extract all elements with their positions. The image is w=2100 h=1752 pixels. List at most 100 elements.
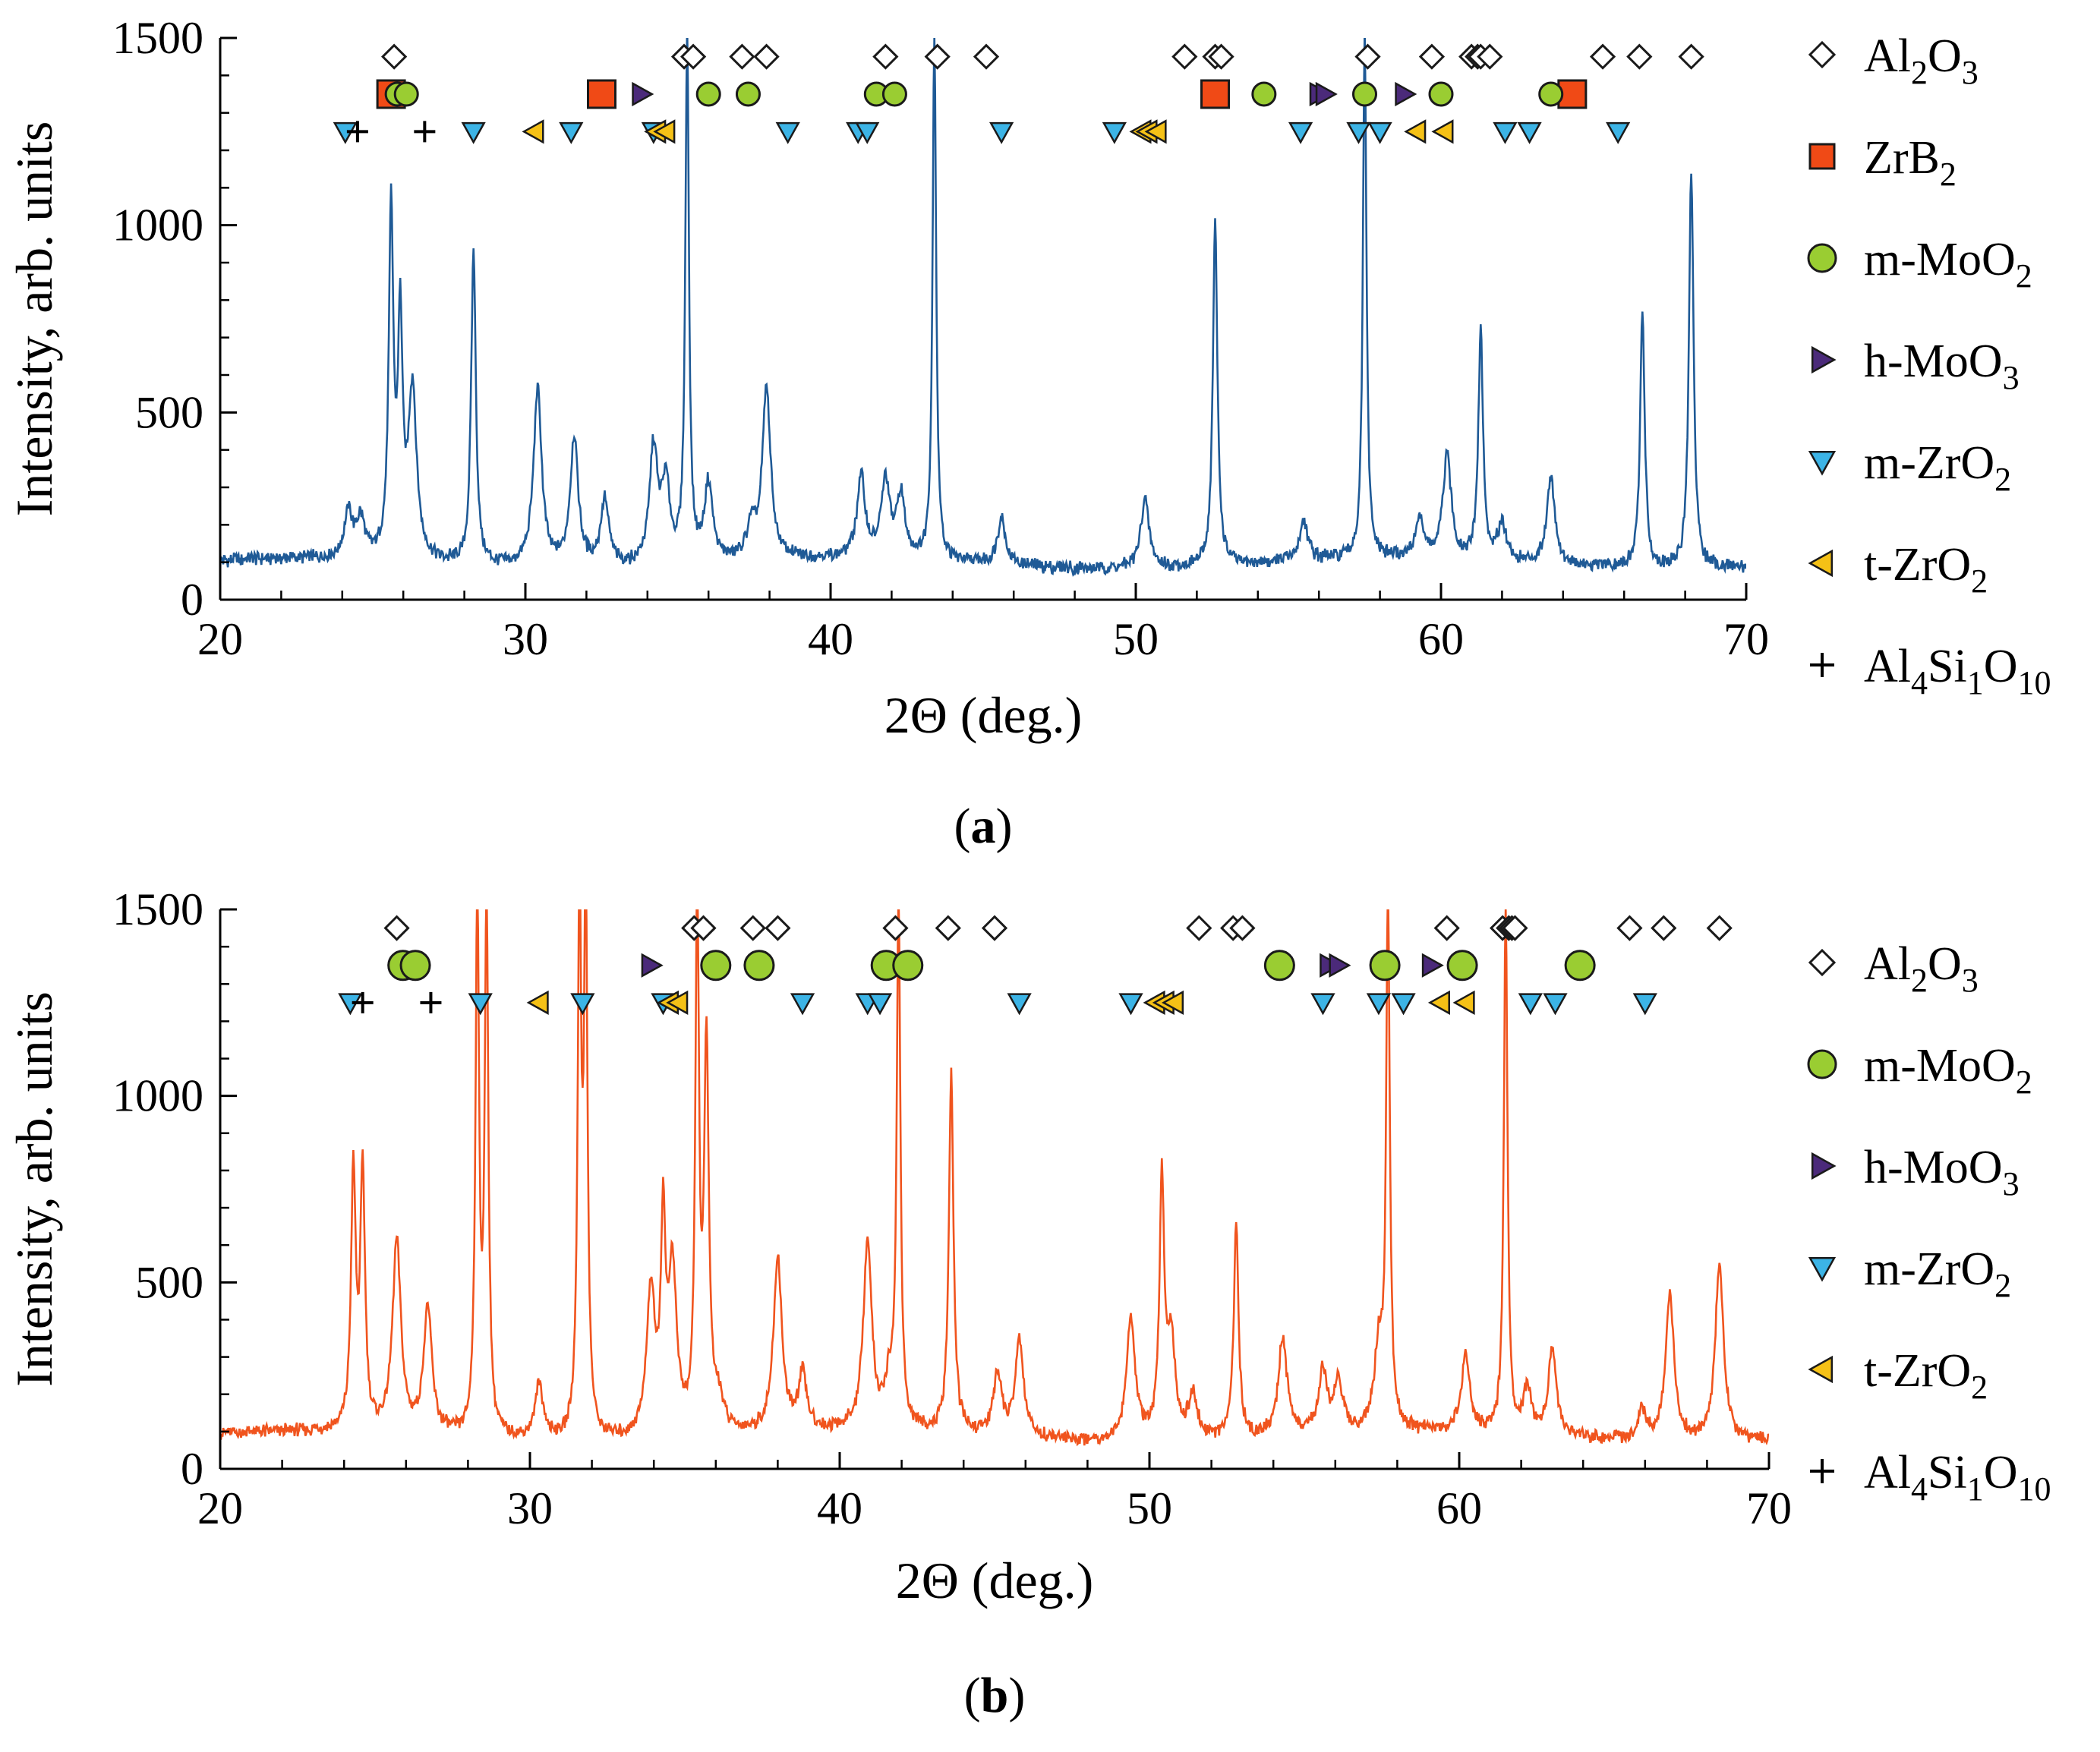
legend-text-part: O bbox=[1928, 30, 1962, 82]
legend-text-part: h-MoO bbox=[1864, 336, 2003, 387]
legend-text-part: t-ZrO bbox=[1864, 539, 1971, 591]
y-tick-label: 1000 bbox=[112, 1071, 203, 1121]
legend-text-part: Al bbox=[1864, 30, 1911, 82]
panel-label-paren: ) bbox=[1008, 1668, 1025, 1723]
legend-label-al4si1o10: Al4Si1O10 bbox=[1864, 1447, 2051, 1508]
legend-text-part: O bbox=[1984, 641, 2018, 692]
x-tick-label: 30 bbox=[503, 614, 548, 664]
peak-marker-m-moo2 bbox=[881, 81, 907, 107]
peak-marker-m-moo2 bbox=[1428, 81, 1454, 107]
peak-marker-m-moo2 bbox=[393, 81, 419, 107]
legend-label-m-zro2: m-ZrO2 bbox=[1864, 437, 2011, 498]
peak-marker-t-zro2 bbox=[1431, 119, 1454, 144]
legend-subscript: 2 bbox=[1911, 54, 1928, 91]
peak-marker-al2o3 bbox=[882, 915, 909, 941]
legend-subscript: 2 bbox=[1940, 156, 1957, 193]
x-tick-label: 40 bbox=[808, 614, 853, 664]
panel-label-paren: ( bbox=[964, 1668, 981, 1723]
legend-text-part: m-ZrO bbox=[1864, 1243, 1994, 1295]
peak-marker-al2o3 bbox=[1706, 915, 1733, 941]
peak-marker-h-moo3 bbox=[1395, 81, 1417, 107]
peak-marker-al2o3 bbox=[1678, 43, 1704, 70]
peak-marker-al2o3 bbox=[739, 915, 766, 941]
peak-marker-al2o3 bbox=[1651, 915, 1677, 941]
peak-marker-t-zro2 bbox=[526, 990, 549, 1015]
x-axis-title: 2Θ (deg.) bbox=[884, 686, 1083, 744]
peak-marker-m-moo2 bbox=[695, 81, 721, 107]
peak-marker-m-zro2 bbox=[1366, 993, 1392, 1016]
peak-marker-m-zro2 bbox=[1391, 993, 1416, 1016]
x-tick-label: 60 bbox=[1418, 614, 1464, 664]
legend-symbol-t-zro2 bbox=[1808, 1355, 1834, 1384]
peak-marker-m-zro2 bbox=[867, 993, 893, 1016]
peak-marker-al2o3 bbox=[1186, 915, 1212, 941]
peak-marker-al2o3 bbox=[1433, 915, 1460, 941]
peak-marker-m-moo2 bbox=[399, 950, 431, 982]
panel-label: (b) bbox=[964, 1668, 1026, 1723]
panel-label-letter: a bbox=[971, 799, 996, 854]
x-tick-label: 30 bbox=[507, 1483, 553, 1533]
legend-text-part: m-MoO bbox=[1864, 1040, 2016, 1092]
peak-marker-m-zro2 bbox=[855, 121, 880, 144]
legend-label-m-zro2: m-ZrO2 bbox=[1864, 1243, 2011, 1304]
legend-label-t-zro2: t-ZrO2 bbox=[1864, 539, 1988, 600]
peak-marker-m-zro2 bbox=[1118, 993, 1143, 1016]
peak-marker-t-zro2 bbox=[1452, 990, 1475, 1015]
diffraction-pattern-line bbox=[220, 38, 1746, 577]
y-axis-title: Intensity, arb. units bbox=[5, 121, 63, 517]
legend-symbol-m-zro2 bbox=[1808, 450, 1837, 476]
x-tick-label: 70 bbox=[1723, 614, 1769, 664]
diffraction-pattern-line bbox=[220, 909, 1769, 1447]
legend-symbol-m-moo2 bbox=[1807, 243, 1837, 273]
legend-subscript: 3 bbox=[2003, 359, 2020, 396]
peak-marker-al2o3 bbox=[1589, 43, 1616, 70]
legend-label-m-moo2: m-MoO2 bbox=[1864, 1040, 2032, 1101]
peak-marker-al4si1o10 bbox=[352, 991, 374, 1013]
peak-marker-al2o3 bbox=[680, 43, 707, 70]
peak-marker-m-zro2 bbox=[1288, 121, 1313, 144]
legend-text-part: ZrB bbox=[1864, 132, 1940, 184]
legend-subscript: 2 bbox=[1971, 1369, 1988, 1406]
peak-marker-al2o3 bbox=[973, 43, 1000, 70]
y-tick-label: 1500 bbox=[112, 884, 203, 934]
peak-marker-m-zro2 bbox=[1517, 121, 1542, 144]
peak-marker-m-zro2 bbox=[790, 993, 815, 1016]
panel-label-letter: b bbox=[981, 1668, 1009, 1723]
panel-label-paren: ) bbox=[996, 799, 1013, 854]
x-tick-label: 20 bbox=[197, 614, 243, 664]
peak-marker-t-zro2 bbox=[1144, 119, 1167, 144]
legend-text-part: m-ZrO bbox=[1864, 437, 1994, 489]
peak-marker-al2o3 bbox=[690, 915, 717, 941]
peak-marker-al2o3 bbox=[872, 43, 899, 70]
peak-marker-al2o3 bbox=[765, 915, 791, 941]
peak-marker-m-zro2 bbox=[989, 121, 1014, 144]
peak-marker-zrb2 bbox=[587, 79, 616, 109]
x-axis-title: 2Θ (deg.) bbox=[896, 1552, 1094, 1609]
legend-symbol-m-moo2 bbox=[1807, 1049, 1837, 1079]
peak-marker-al2o3 bbox=[1626, 43, 1653, 70]
legend-label-al2o3: Al2O3 bbox=[1864, 938, 1979, 999]
legend-symbol-m-zro2 bbox=[1808, 1256, 1837, 1282]
legend-text-part: t-ZrO bbox=[1864, 1345, 1971, 1397]
peak-marker-m-moo2 bbox=[1369, 950, 1401, 982]
legend-subscript: 10 bbox=[2018, 1470, 2051, 1508]
legend-symbol-al2o3 bbox=[1808, 40, 1837, 69]
peak-marker-t-zro2 bbox=[522, 119, 544, 144]
y-tick-label: 500 bbox=[135, 1257, 203, 1307]
panel-label-paren: ( bbox=[954, 799, 971, 854]
x-tick-label: 40 bbox=[817, 1483, 862, 1533]
peak-marker-al2o3 bbox=[924, 43, 951, 70]
legend-text-part: Si bbox=[1928, 641, 1967, 692]
legend-symbol-al4si1o10 bbox=[1810, 653, 1834, 677]
peak-marker-h-moo3 bbox=[632, 81, 654, 107]
y-axis-title: Intensity, arb. units bbox=[5, 991, 63, 1387]
peak-marker-m-zro2 bbox=[1367, 121, 1392, 144]
legend-label-al2o3: Al2O3 bbox=[1864, 30, 1979, 91]
legend-symbol-al4si1o10 bbox=[1810, 1459, 1834, 1483]
legend-subscript: 1 bbox=[1967, 664, 1984, 701]
peak-marker-t-zro2 bbox=[653, 119, 676, 144]
peak-marker-m-moo2 bbox=[1251, 81, 1277, 107]
peak-marker-m-zro2 bbox=[559, 121, 584, 144]
legend-subscript: 2 bbox=[1994, 1267, 2011, 1304]
peak-marker-al2o3 bbox=[381, 43, 408, 70]
